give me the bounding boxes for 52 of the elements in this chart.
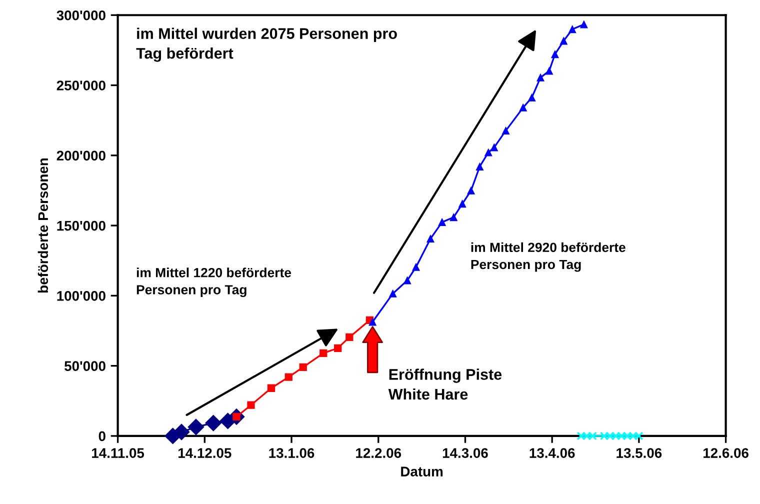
point xyxy=(188,418,204,436)
point xyxy=(267,384,276,392)
annotation: im Mittel 1220 beförderte Personen pro Tag xyxy=(136,268,292,298)
point xyxy=(502,126,510,135)
point xyxy=(346,333,354,342)
point xyxy=(476,162,484,170)
point xyxy=(458,200,466,208)
point xyxy=(490,144,498,152)
y-tick-label: 50'000 xyxy=(64,361,106,371)
point xyxy=(560,37,568,45)
point xyxy=(173,424,190,440)
y-tick-label: 250'000 xyxy=(56,80,106,90)
point xyxy=(467,186,475,194)
x-tick-label: 14.12.05 xyxy=(178,448,232,458)
point xyxy=(450,213,458,222)
point xyxy=(551,50,559,58)
y-tick-label: 150'000 xyxy=(57,220,106,231)
point xyxy=(389,290,397,298)
point xyxy=(334,344,342,352)
x-tick-label: 13.5.06 xyxy=(616,448,662,458)
point xyxy=(205,414,222,432)
point xyxy=(412,263,420,271)
x-tick-label: 14.11.05 xyxy=(92,448,144,458)
x-tick-label: 13.4.06 xyxy=(530,448,575,458)
point xyxy=(545,67,554,75)
point xyxy=(438,218,446,226)
point xyxy=(580,20,588,28)
point xyxy=(426,234,434,243)
point xyxy=(568,25,576,34)
annotation: im Mittel 2920 beförderte Personen pro Tag xyxy=(471,242,626,272)
x-tick-label: 14.3.06 xyxy=(442,448,488,458)
point xyxy=(299,363,307,372)
annotation: Eröffnung Piste White Hare xyxy=(388,368,502,400)
point xyxy=(536,74,544,82)
point xyxy=(484,148,492,156)
x-axis-title: Datum xyxy=(401,466,443,476)
point xyxy=(404,276,412,284)
point xyxy=(528,94,536,102)
annotation: im Mittel wurden 2075 Personen pro Tag befördert xyxy=(136,28,397,62)
x-tick-label: 12.6.06 xyxy=(704,448,748,458)
point xyxy=(519,104,527,112)
y-tick-label: 200'000 xyxy=(56,150,106,161)
x-tick-label: 13.1.06 xyxy=(269,448,314,458)
y-axis-title: beförderte Personen xyxy=(38,158,48,293)
y-tick-label: 0 xyxy=(98,431,106,442)
point xyxy=(247,401,255,409)
y-tick-label: 100'000 xyxy=(57,291,106,301)
x-tick-label: 12.2.06 xyxy=(356,448,402,458)
y-tick-label: 300'000 xyxy=(56,10,106,20)
point xyxy=(368,318,376,326)
point xyxy=(284,373,292,381)
point xyxy=(320,349,328,358)
